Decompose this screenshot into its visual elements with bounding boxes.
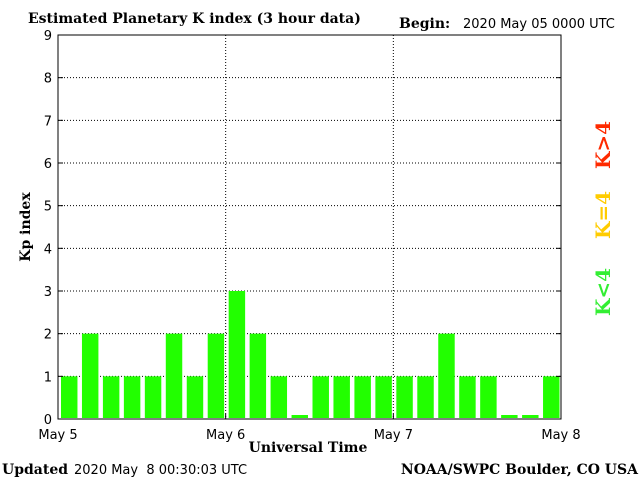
x-tick-label: May 5: [38, 428, 77, 443]
kp-bar: [354, 376, 371, 418]
kp-bar: [270, 376, 288, 418]
source-credit: NOAA/SWPC Boulder, CO USA: [401, 462, 639, 478]
y-axis-ticks: 0 1 2 3 4 5 6 7 8 9: [44, 29, 561, 428]
kp-bar: [61, 376, 78, 418]
y-tick-label: 5: [44, 200, 52, 215]
begin-label: Begin:: [399, 16, 450, 32]
y-tick-label: 3: [44, 285, 52, 300]
y-tick-label: 7: [44, 114, 52, 129]
kp-bar: [438, 333, 455, 418]
x-tick-label: May 7: [374, 428, 413, 443]
y-tick-label: 6: [44, 157, 52, 172]
kp-bar: [312, 376, 329, 418]
chart-title: Estimated Planetary K index (3 hour data…: [28, 11, 361, 27]
x-tick-label: May 6: [206, 428, 245, 443]
updated-label: Updated: [2, 462, 68, 478]
legend-entry: K=4: [591, 191, 615, 239]
x-axis-ticks: May 5 May 6 May 7 May 8: [38, 414, 581, 443]
x-axis-label: Universal Time: [249, 440, 368, 456]
y-tick-label: 2: [44, 328, 52, 343]
kp-bar: [228, 291, 246, 418]
y-axis-label: Kp index: [18, 192, 34, 262]
kp-bar: [207, 333, 225, 418]
legend: K<4 K=4 K>4: [591, 121, 615, 316]
x-tick-label: May 8: [541, 428, 580, 443]
y-tick-label: 1: [44, 370, 52, 385]
plot-frame: [57, 34, 562, 420]
y-tick-label: 4: [44, 242, 52, 257]
kp-bar: [459, 376, 476, 418]
kp-bar: [291, 415, 308, 418]
kp-bar: [501, 415, 518, 418]
y-tick-label: 8: [44, 72, 52, 87]
kp-bar: [249, 333, 267, 418]
grid-lines: [58, 35, 561, 419]
updated-value: 2020 May 8 00:30:03 UTC: [74, 463, 247, 478]
legend-entry: K>4: [591, 121, 615, 169]
kp-bar: [186, 376, 204, 418]
kp-bar: [522, 415, 539, 418]
kp-bar: [480, 376, 497, 418]
y-tick-label: 9: [44, 29, 52, 44]
kp-bar: [375, 376, 392, 418]
kp-bar: [543, 376, 560, 418]
begin-value: 2020 May 05 0000 UTC: [463, 17, 615, 32]
kp-bar: [123, 376, 141, 418]
kp-bar: [165, 333, 183, 418]
kp-bar: [396, 376, 413, 418]
kp-bar: [81, 333, 99, 418]
y-tick-label: 0: [44, 413, 52, 428]
kp-bar: [333, 376, 350, 418]
kp-bar: [417, 376, 434, 418]
bars-group: [61, 291, 560, 418]
kp-bar: [102, 376, 120, 418]
kp-bar: [144, 376, 162, 418]
legend-entry: K<4: [591, 268, 615, 316]
